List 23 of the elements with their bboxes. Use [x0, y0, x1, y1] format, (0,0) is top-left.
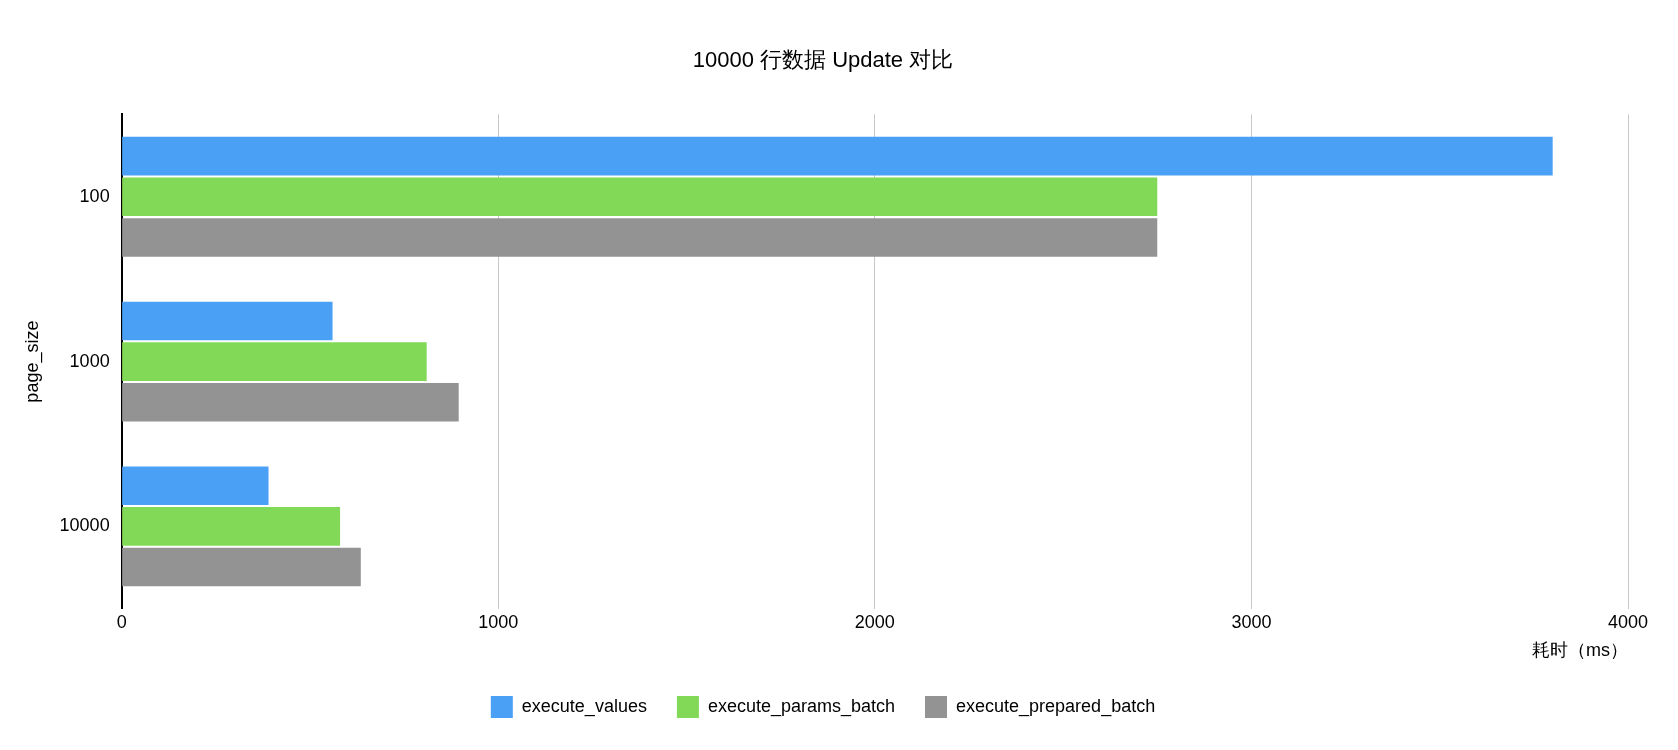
x-axis-title: 耗时（ms）: [1532, 640, 1628, 661]
bar: [122, 507, 341, 546]
x-tick-label: 2000: [854, 611, 895, 632]
legend-label: execute_params_batch: [707, 695, 896, 717]
x-tick-label: 3000: [1231, 611, 1272, 632]
bar: [122, 382, 459, 422]
bar: [122, 342, 427, 381]
chart-title: 10000 行数据 Update 对比: [692, 47, 954, 73]
legend-label: execute_prepared_batch: [956, 695, 1156, 717]
x-tick-label: 1000: [478, 611, 519, 632]
legend-label: execute_values: [521, 695, 647, 717]
bar: [122, 136, 1553, 176]
bar: [122, 177, 1158, 217]
bar: [122, 466, 269, 506]
y-tick-label: 100: [79, 185, 110, 206]
bar: [122, 547, 361, 587]
bar: [122, 218, 1158, 257]
x-tick-label: 0: [116, 611, 127, 632]
y-tick-label: 1000: [69, 350, 110, 371]
x-tick-label: 4000: [1607, 611, 1649, 632]
bar: [122, 301, 333, 341]
y-axis-title: page_size: [21, 320, 43, 403]
y-tick-label: 10000: [59, 515, 110, 536]
